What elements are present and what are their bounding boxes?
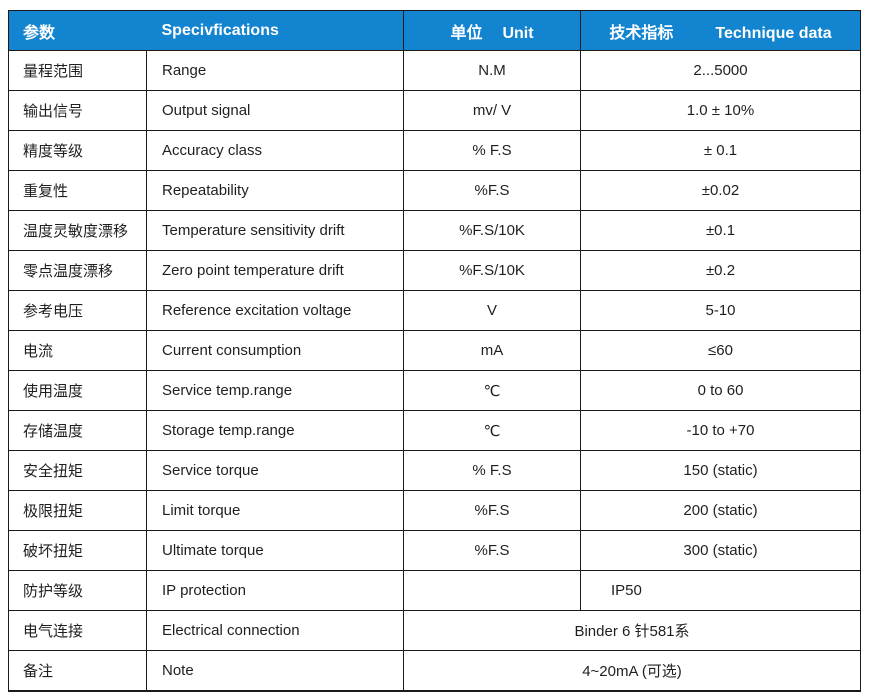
param-en: Range — [146, 50, 404, 91]
header-tech-en: Technique data — [715, 24, 832, 42]
param-en: Reference excitation voltage — [146, 290, 404, 331]
param-cn: 电气连接 — [8, 610, 147, 651]
param-cn: 电流 — [8, 330, 147, 371]
header-param: 参数 — [8, 10, 147, 51]
header-param-cn: 参数 — [23, 24, 56, 42]
spec-table-body: 量程范围 Range N.M 2...5000 输出信号 Output sign… — [8, 50, 861, 692]
param-cn: 存储温度 — [8, 410, 147, 451]
param-cn: 参考电压 — [8, 290, 147, 331]
param-unit: %F.S — [403, 170, 581, 211]
param-value-merged: 4~20mA (可选) — [403, 650, 861, 692]
table-row-ultimate-torque: 破坏扭矩 Ultimate torque %F.S 300 (static) — [8, 530, 861, 571]
table-row-ip-protection: 防护等级 IP protection IP50 — [8, 570, 861, 611]
param-unit: ℃ — [403, 410, 581, 451]
header-spec-en: Specivfications — [161, 21, 279, 39]
param-cn: 量程范围 — [8, 50, 147, 91]
param-unit: mv/ V — [403, 90, 581, 131]
param-value: IP50 — [580, 570, 861, 611]
param-unit — [403, 570, 581, 611]
param-en: Zero point temperature drift — [146, 250, 404, 291]
param-value: 150 (static) — [580, 450, 861, 491]
param-cn: 精度等级 — [8, 130, 147, 171]
param-unit: V — [403, 290, 581, 331]
param-value: ≤60 — [580, 330, 861, 371]
table-row-note: 备注 Note 4~20mA (可选) — [8, 650, 861, 692]
param-value: ±0.2 — [580, 250, 861, 291]
param-cn: 输出信号 — [8, 90, 147, 131]
param-value: 0 to 60 — [580, 370, 861, 411]
table-row-limit-torque: 极限扭矩 Limit torque %F.S 200 (static) — [8, 490, 861, 531]
param-value: ± 0.1 — [580, 130, 861, 171]
table-row-electrical-connection: 电气连接 Electrical connection Binder 6 针581… — [8, 610, 861, 651]
spec-table: 参数 Specivfications 单位 Unit 技术指标 Technique … — [8, 10, 861, 692]
param-en: Ultimate torque — [146, 530, 404, 571]
table-row-temperature-sensitivity-drift: 温度灵敏度漂移 Temperature sensitivity drift %F… — [8, 210, 861, 251]
param-cn: 极限扭矩 — [8, 490, 147, 531]
table-row-repeatability: 重复性 Repeatability %F.S ±0.02 — [8, 170, 861, 211]
param-value: 2...5000 — [580, 50, 861, 91]
param-en: Repeatability — [146, 170, 404, 211]
spec-table-header: 参数 Specivfications 单位 Unit 技术指标 Technique … — [8, 10, 861, 51]
param-en: Current consumption — [146, 330, 404, 371]
header-technique-data: 技术指标 Technique data — [580, 10, 861, 51]
table-row-accuracy-class: 精度等级 Accuracy class % F.S ± 0.1 — [8, 130, 861, 171]
param-cn: 重复性 — [8, 170, 147, 211]
param-cn: 安全扭矩 — [8, 450, 147, 491]
param-en: Accuracy class — [146, 130, 404, 171]
table-row-zero-point-temperature-drift: 零点温度漂移 Zero point temperature drift %F.S… — [8, 250, 861, 291]
table-row-current-consumption: 电流 Current consumption mA ≤60 — [8, 330, 861, 371]
param-unit: %F.S/10K — [403, 210, 581, 251]
param-en: IP protection — [146, 570, 404, 611]
param-en: Output signal — [146, 90, 404, 131]
param-en: Electrical connection — [146, 610, 404, 651]
param-value: 5-10 — [580, 290, 861, 331]
param-value: ±0.02 — [580, 170, 861, 211]
param-value: 1.0 ± 10% — [580, 90, 861, 131]
param-unit: %F.S/10K — [403, 250, 581, 291]
param-en: Limit torque — [146, 490, 404, 531]
param-en: Service temp.range — [146, 370, 404, 411]
param-cn: 使用温度 — [8, 370, 147, 411]
param-cn: 零点温度漂移 — [8, 250, 147, 291]
header-unit-en: Unit — [502, 24, 534, 42]
param-cn: 备注 — [8, 650, 147, 692]
param-unit: N.M — [403, 50, 581, 91]
table-row-range: 量程范围 Range N.M 2...5000 — [8, 50, 861, 91]
param-en: Service torque — [146, 450, 404, 491]
param-cn: 温度灵敏度漂移 — [8, 210, 147, 251]
header-unit: 单位 Unit — [403, 10, 581, 51]
param-unit: %F.S — [403, 530, 581, 571]
param-cn: 防护等级 — [8, 570, 147, 611]
table-row-storage-temp-range: 存储温度 Storage temp.range ℃ -10 to +70 — [8, 410, 861, 451]
header-unit-cn: 单位 — [450, 24, 483, 42]
header-tech-cn: 技术指标 — [609, 24, 674, 42]
table-row-output-signal: 输出信号 Output signal mv/ V 1.0 ± 10% — [8, 90, 861, 131]
param-en: Temperature sensitivity drift — [146, 210, 404, 251]
param-value: ±0.1 — [580, 210, 861, 251]
table-row-reference-excitation-voltage: 参考电压 Reference excitation voltage V 5-10 — [8, 290, 861, 331]
param-unit: ℃ — [403, 370, 581, 411]
table-row-service-torque: 安全扭矩 Service torque % F.S 150 (static) — [8, 450, 861, 491]
param-value: 200 (static) — [580, 490, 861, 531]
param-value: -10 to +70 — [580, 410, 861, 451]
param-cn: 破坏扭矩 — [8, 530, 147, 571]
param-unit: % F.S — [403, 130, 581, 171]
header-specifications: Specivfications — [146, 10, 404, 51]
param-unit: %F.S — [403, 490, 581, 531]
param-en: Storage temp.range — [146, 410, 404, 451]
param-unit: mA — [403, 330, 581, 371]
table-row-service-temp-range: 使用温度 Service temp.range ℃ 0 to 60 — [8, 370, 861, 411]
header-row: 参数 Specivfications 单位 Unit 技术指标 Technique … — [8, 10, 861, 51]
param-value: 300 (static) — [580, 530, 861, 571]
param-value-merged: Binder 6 针581系 — [403, 610, 861, 651]
param-unit: % F.S — [403, 450, 581, 491]
param-en: Note — [146, 650, 404, 692]
